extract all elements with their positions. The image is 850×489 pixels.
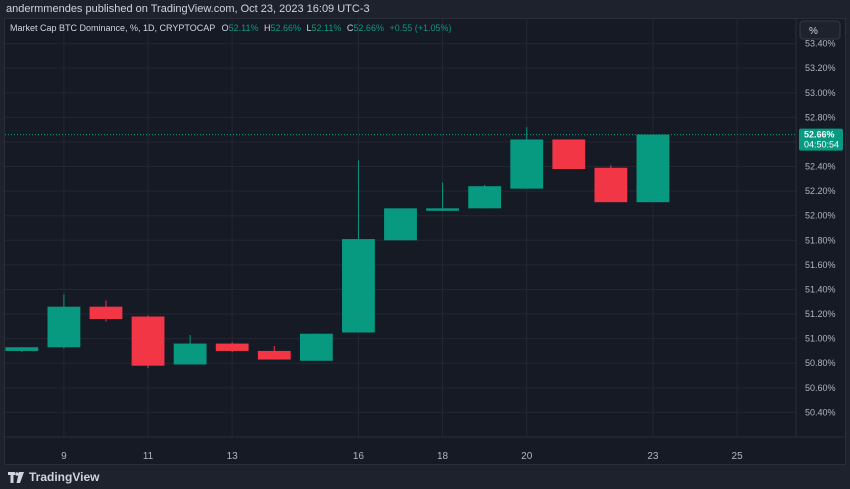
price-tick-label: 51.80%	[805, 235, 836, 245]
candle-body	[552, 139, 586, 169]
legend-open-label: O	[222, 23, 229, 33]
price-tick-label: 51.40%	[805, 284, 836, 294]
candle-body	[342, 239, 375, 333]
price-tick-label: 51.00%	[805, 334, 836, 344]
price-tick-label: 50.60%	[805, 383, 836, 393]
price-tick-label: 52.20%	[805, 186, 836, 196]
candle-body	[5, 347, 39, 351]
time-tick-label: 18	[437, 451, 449, 462]
candle-down[interactable]	[594, 165, 628, 203]
price-tick-label: 53.00%	[805, 88, 836, 98]
publisher-bar: andermmendes published on TradingView.co…	[0, 0, 850, 18]
legend-low-label: L	[307, 23, 312, 33]
tradingview-logo-icon	[8, 471, 24, 483]
candle-body	[299, 333, 333, 361]
footer-bar: TradingView	[0, 465, 850, 489]
candle-body	[510, 139, 544, 189]
candle-body	[215, 343, 249, 351]
candle-up[interactable]	[173, 334, 207, 365]
candle-down[interactable]	[552, 139, 586, 169]
legend-symbol: Market Cap BTC Dominance, %, 1D, CRYPTOC…	[10, 23, 215, 33]
countdown-label: 04:50:54	[804, 140, 839, 150]
candle-up[interactable]	[384, 208, 417, 241]
time-axis: 9 11 13 16 18 20 23 25	[61, 451, 743, 462]
candle-body	[173, 343, 207, 365]
svg-text:Market Cap BTC Dominance, %, 1: Market Cap BTC Dominance, %, 1D, CRYPTOC…	[10, 23, 452, 33]
candle-down[interactable]	[131, 315, 165, 369]
time-tick-label: 13	[227, 451, 239, 462]
candle-body	[131, 316, 165, 366]
candle-up[interactable]	[47, 294, 81, 349]
last-price-badge: 52.66% 04:50:54	[799, 128, 843, 151]
time-tick-label: 9	[61, 451, 67, 462]
time-tick-label: 11	[143, 451, 154, 462]
legend-high-value: 52.66%	[270, 23, 301, 33]
legend-close-value: 52.66%	[353, 23, 384, 33]
candle-up[interactable]	[5, 347, 39, 353]
candle-body	[47, 306, 81, 348]
price-tick-label: 52.80%	[805, 112, 836, 122]
price-tick-label: 51.60%	[805, 260, 836, 270]
legend-high-label: H	[264, 23, 271, 33]
price-tick-label: 53.40%	[805, 39, 836, 49]
legend-open-value: 52.11%	[229, 23, 259, 33]
price-tick-label: 53.20%	[805, 63, 836, 73]
time-tick-label: 25	[732, 451, 744, 462]
tradingview-brand-text: TradingView	[29, 470, 100, 484]
candle-body	[257, 350, 291, 360]
price-axis: 53.40%53.20%53.00%52.80%52.60%52.40%52.2…	[805, 39, 836, 418]
candle-body	[426, 208, 459, 211]
candle-body	[636, 134, 670, 203]
tradingview-logo[interactable]: TradingView	[8, 470, 99, 484]
unit-button[interactable]: %	[799, 20, 841, 40]
candle-down[interactable]	[215, 342, 249, 353]
candle-down[interactable]	[257, 346, 291, 360]
candle-body	[594, 167, 628, 203]
legend-change: +0.55 (+1.05%)	[389, 23, 451, 33]
candle-up[interactable]	[636, 134, 670, 203]
last-price-label: 52.66%	[804, 130, 835, 140]
legend: Market Cap BTC Dominance, %, 1D, CRYPTOC…	[10, 23, 452, 33]
time-tick-label: 23	[647, 451, 659, 462]
published-text: andermmendes published on TradingView.co…	[6, 3, 370, 15]
time-tick-label: 20	[521, 451, 533, 462]
price-tick-label: 52.00%	[805, 211, 836, 221]
candle-body	[468, 186, 502, 209]
candle-down[interactable]	[89, 300, 123, 322]
candle-up[interactable]	[342, 160, 375, 333]
price-tick-label: 52.40%	[805, 162, 836, 172]
candle-body	[89, 306, 123, 319]
price-tick-label: 51.20%	[805, 309, 836, 319]
candle-body	[384, 208, 417, 241]
candle-up[interactable]	[468, 184, 502, 209]
candles	[5, 127, 670, 369]
unit-button-label[interactable]: %	[809, 26, 818, 37]
legend-low-value: 52.11%	[312, 23, 342, 33]
legend-close-label: C	[347, 23, 354, 33]
candle-up[interactable]	[510, 127, 544, 189]
candle-up[interactable]	[426, 182, 459, 211]
price-tick-label: 50.80%	[805, 358, 836, 368]
time-tick-label: 16	[353, 451, 365, 462]
price-tick-label: 50.40%	[805, 407, 836, 417]
candle-up[interactable]	[299, 333, 333, 361]
